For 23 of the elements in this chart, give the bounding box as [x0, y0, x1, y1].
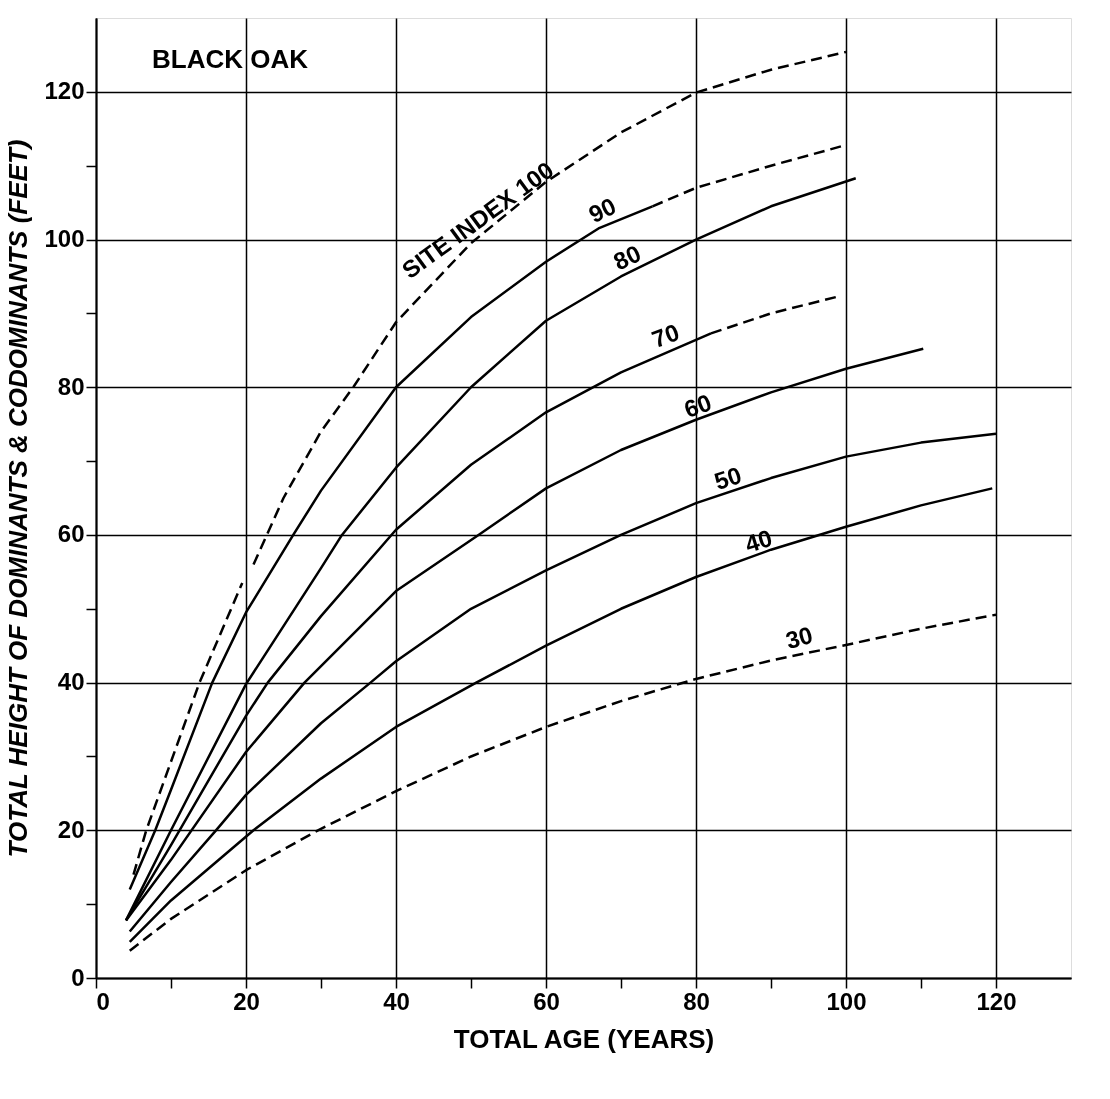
y-tick-label: 40: [57, 668, 85, 696]
y-tick-label: 100: [44, 225, 85, 253]
text: BLACK OAK: [152, 44, 309, 74]
y-tick-label: 20: [57, 815, 85, 843]
x-tick-label: 40: [383, 987, 410, 1015]
x-tick-label: 100: [826, 987, 867, 1015]
y-tick-label: 60: [57, 520, 85, 548]
x-tick-label: 0: [96, 987, 110, 1015]
y-tick-label: 120: [44, 77, 85, 105]
annotation: 50: [710, 461, 745, 496]
annotation: 30: [782, 621, 816, 655]
x-axis-title: TOTAL AGE (YEARS): [453, 1023, 715, 1054]
annotation: 70: [648, 318, 683, 353]
x-tick-label: 120: [976, 987, 1017, 1015]
x-tick-label: 60: [533, 987, 560, 1015]
x-tick-label: 20: [233, 987, 260, 1015]
y-tick-label: 80: [57, 372, 85, 400]
x-tick-label: 80: [683, 987, 710, 1015]
y-axis-title: TOTAL HEIGHT OF DOMINANTS & CODOMINANTS (FEET): [3, 139, 34, 858]
annotation: 90: [584, 192, 621, 229]
annotation: 60: [680, 388, 715, 424]
y-tick-label: 0: [71, 963, 85, 991]
annotation: 80: [609, 239, 645, 276]
